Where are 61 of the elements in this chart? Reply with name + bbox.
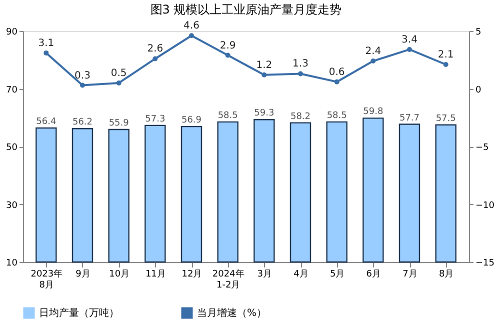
x-tick-label: 2024年 1-2月 [212,268,244,290]
data-label: 57.5 [436,114,456,124]
data-label: 1.2 [256,60,272,71]
point [152,56,158,62]
data-label: 58.5 [326,110,347,121]
data-label: 3.1 [38,38,54,49]
point [44,50,49,56]
x-tick-label: 4月 [294,270,308,280]
data-label: 0.6 [328,66,345,78]
data-label: 2.1 [438,49,454,60]
data-label: 56.2 [72,118,93,128]
data-label: 57.3 [145,114,166,124]
data-label: 2.4 [365,46,382,58]
x-tick-label: 8月 [438,270,454,280]
point [298,71,303,76]
y-tick-label: 10 [6,258,18,268]
x-tick-label: 11月 [145,270,166,280]
y2-tick-label: −15 [476,258,494,268]
data-label: 55.9 [108,118,130,128]
data-label: 2.6 [147,44,164,55]
point [225,52,230,58]
data-label: 0.5 [110,68,127,79]
data-label: 3.4 [402,34,418,46]
point [334,79,340,84]
data-label: 58.5 [218,110,238,121]
y-tick-label: 50 [6,143,18,153]
x-tick-label: 9月 [76,270,90,280]
point [80,82,85,88]
x-tick-label: 2023年 8月 [30,268,63,290]
point [262,72,267,78]
legend-label: 当月增速（%） [197,307,267,319]
data-label: 4.6 [184,20,200,32]
point [116,80,122,86]
data-label: 0.3 [74,70,90,82]
chart-title: 图3 规模以上工业原油产量月度走势 [150,2,342,17]
data-label: 56.9 [181,116,202,126]
x-tick-label: 12月 [182,270,202,280]
data-label: 2.9 [220,40,236,52]
y2-tick-label: 0 [476,85,482,96]
x-tick-label: 7月 [402,270,418,280]
x-tick-label: 6月 [366,270,382,280]
y-tick-label: 30 [6,200,18,211]
legend-label: 日均产量（万吨） [39,307,119,319]
point [370,58,376,64]
data-label: 58.2 [290,112,311,122]
point [189,33,194,38]
x-tick-label: 3月 [257,270,272,280]
y2-tick-label: −10 [476,200,495,211]
data-label: 1.3 [292,58,308,70]
y-tick-label: 70 [6,85,18,96]
point [443,62,448,67]
x-tick-label: 5月 [330,270,345,280]
y2-tick-label: 5 [476,28,482,38]
data-label: 59.3 [254,108,274,119]
data-label: 56.4 [36,117,56,128]
y2-tick-label: −5 [476,143,489,153]
y-tick-label: 90 [6,28,18,38]
data-label: 59.8 [363,107,384,118]
point [407,46,412,52]
x-tick-label: 10月 [109,270,130,280]
data-label: 57.7 [399,113,420,124]
